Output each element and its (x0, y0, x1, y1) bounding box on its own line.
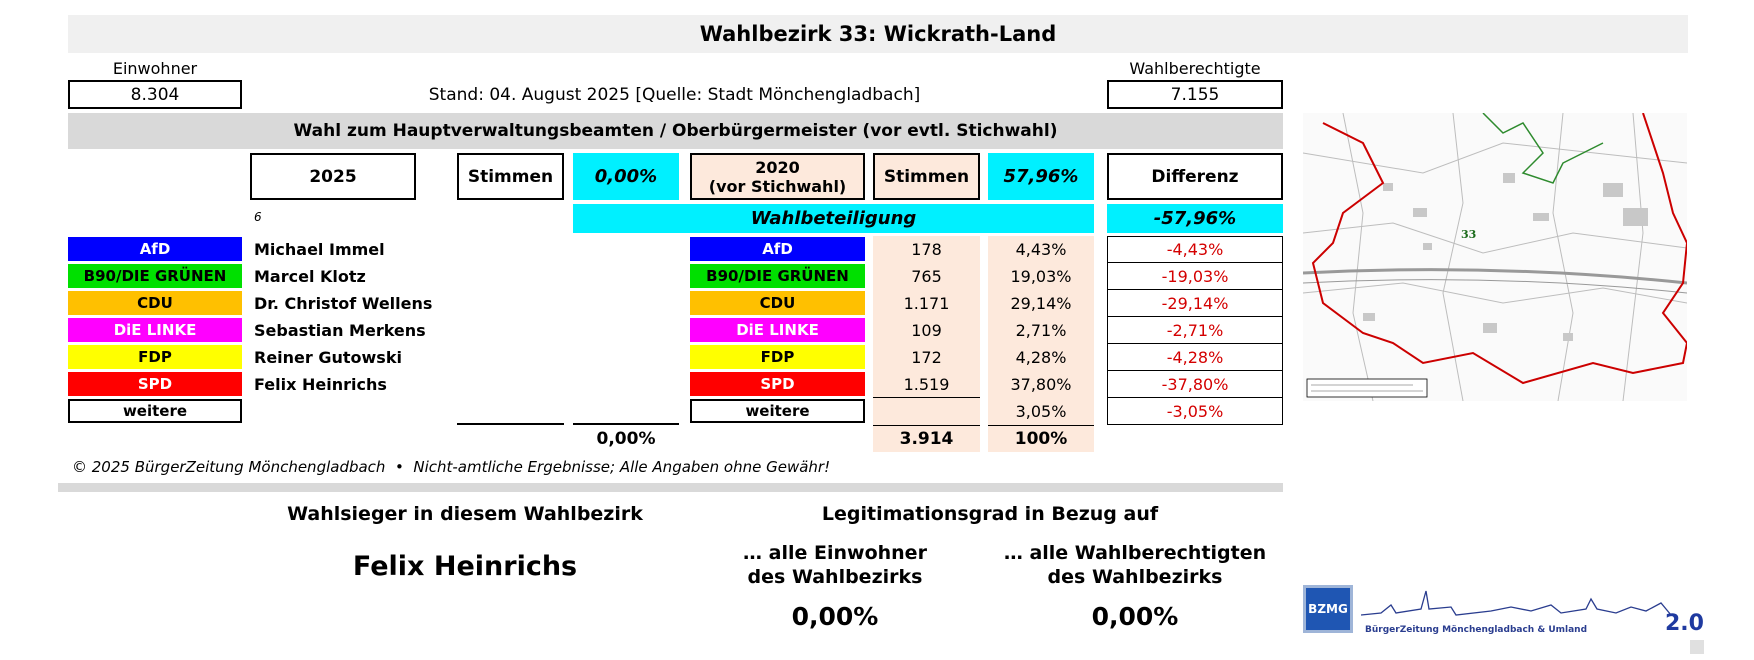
einwohner-label: Einwohner (112, 58, 198, 78)
wahlberechtigte-value: 7.155 (1107, 80, 1283, 109)
party-pill-2025: DiE LINKE (68, 318, 242, 342)
logo-text: BürgerZeitung Mönchengladbach & Umland (1365, 625, 1588, 635)
pct-2020-cell: 29,14% (988, 290, 1094, 317)
party-pill-2025: B90/DIE GRÜNEN (68, 264, 242, 288)
diff-cell: -2,71% (1107, 317, 1283, 344)
header-pct-2020: 57,96% (988, 153, 1094, 200)
stimmen-2020-cell (873, 398, 980, 425)
stimmen-2025-total-line (457, 423, 564, 425)
stand-text: Stand: 04. August 2025 [Quelle: Stadt Mö… (428, 84, 921, 105)
stimmen-2020-cell: 1.171 (873, 290, 980, 317)
diff-cell: -37,80% (1107, 371, 1283, 398)
party-pill-2020: FDP (690, 345, 865, 369)
party-pill-2025: FDP (68, 345, 242, 369)
stimmen-2020-cell: 172 (873, 344, 980, 371)
header-year-2020-line1: 2020 (755, 157, 800, 177)
header-differenz: Differenz (1107, 153, 1283, 200)
legitimation-berechtigte-value: 0,00% (1091, 601, 1179, 631)
pct-2020-cell: 4,28% (988, 344, 1094, 371)
diff-cell: -3,05% (1107, 398, 1283, 425)
pct-2025-total-line (573, 423, 679, 425)
district-map-svg: 33 (1303, 113, 1687, 401)
legitimation-einwohner-value: 0,00% (791, 601, 879, 631)
candidate-name: Reiner Gutowski (254, 348, 402, 367)
wahlbeteiligung-diff: -57,96% (1107, 204, 1283, 233)
legitimation-heading: Legitimationsgrad in Bezug auf (821, 503, 1159, 525)
party-pill-2025: CDU (68, 291, 242, 315)
copyright-note: © 2025 BürgerZeitung Mönchengladbach • N… (72, 458, 831, 476)
legitimation-einwohner-label: … alle Einwohner des Wahlbezirks (700, 540, 970, 590)
stimmen-2020-cell: 1.519 (873, 371, 980, 398)
header-stimmen-2020: Stimmen (873, 153, 980, 200)
candidate-name: Dr. Christof Wellens (254, 294, 433, 313)
logo-version: 2.0 (1665, 611, 1704, 636)
stimmen-2020-cell: 178 (873, 236, 980, 263)
map-district-number: 33 (1461, 228, 1476, 241)
party-pill-2025: AfD (68, 237, 242, 261)
legitimation-berechtigte-line1: … alle Wahlberechtigten (1003, 542, 1267, 564)
party-pill-2020: weitere (690, 399, 865, 423)
stimmen-2020-cell: 765 (873, 263, 980, 290)
header-year-2020-line2: (vor Stichwahl) (708, 176, 847, 196)
logo-badge-text: BZMG (1308, 602, 1348, 616)
header-pct-2025: 0,00% (573, 153, 679, 200)
wahlbeteiligung-label: Wahlbeteiligung (573, 204, 1094, 233)
candidate-name: Felix Heinrichs (254, 375, 387, 394)
header-year-2020: 2020 (vor Stichwahl) (690, 153, 865, 200)
candidate-name: Sebastian Merkens (254, 321, 426, 340)
party-pill-2020: CDU (690, 291, 865, 315)
legitimation-berechtigte-label: … alle Wahlberechtigten des Wahlbezirks (990, 540, 1280, 590)
party-pill-2020: SPD (690, 372, 865, 396)
pct-2020-cell: 2,71% (988, 317, 1094, 344)
legitimation-einwohner-line1: … alle Einwohner (743, 542, 927, 564)
skyline-icon (1361, 590, 1671, 616)
legitimation-einwohner-line2: des Wahlbezirks (747, 566, 923, 588)
wahlberechtigte-label: Wahlberechtigte (1129, 58, 1261, 78)
candidate-name: Michael Immel (254, 240, 385, 259)
einwohner-value: 8.304 (68, 80, 242, 109)
pct-2020-cell: 19,03% (988, 263, 1094, 290)
logo-corner-square (1690, 640, 1704, 654)
total-pct-2025: 0,00% (596, 428, 656, 449)
page-title-bar: Wahlbezirk 33: Wickrath-Land (68, 15, 1688, 53)
header-stimmen-2025: Stimmen (457, 153, 564, 200)
section-title: Wahl zum Hauptverwaltungsbeamten / Oberb… (68, 113, 1283, 149)
divider (58, 483, 1283, 492)
total-stimmen-2020: 3.914 (873, 425, 980, 452)
party-pill-2020: B90/DIE GRÜNEN (690, 264, 865, 288)
diff-cell: -4,28% (1107, 344, 1283, 371)
diff-cell: -29,14% (1107, 290, 1283, 317)
winner-heading: Wahlsieger in diesem Wahlbezirk (287, 503, 643, 525)
party-pill-2025: weitere (68, 399, 242, 423)
diff-cell: -19,03% (1107, 263, 1283, 290)
footnote-number: 6 (254, 210, 262, 224)
party-pill-2020: AfD (690, 237, 865, 261)
stimmen-2020-cell: 109 (873, 317, 980, 344)
page-title: Wahlbezirk 33: Wickrath-Land (699, 22, 1057, 46)
pct-2020-cell: 4,43% (988, 236, 1094, 263)
diff-cell: -4,43% (1107, 236, 1283, 263)
legitimation-berechtigte-line2: des Wahlbezirks (1047, 566, 1223, 588)
district-map: 33 (1303, 113, 1687, 401)
header-year-2025: 2025 (250, 153, 416, 200)
party-pill-2020: DiE LINKE (690, 318, 865, 342)
party-pill-2025: SPD (68, 372, 242, 396)
logo-badge: BZMG (1303, 585, 1353, 633)
pct-2020-cell: 37,80% (988, 371, 1094, 398)
total-pct-2020: 100% (988, 425, 1094, 452)
candidate-name: Marcel Klotz (254, 267, 366, 286)
winner-name: Felix Heinrichs (352, 550, 578, 582)
pct-2020-cell: 3,05% (988, 398, 1094, 425)
bzmg-logo: BZMG BürgerZeitung Mönchengladbach & Uml… (1303, 583, 1708, 654)
